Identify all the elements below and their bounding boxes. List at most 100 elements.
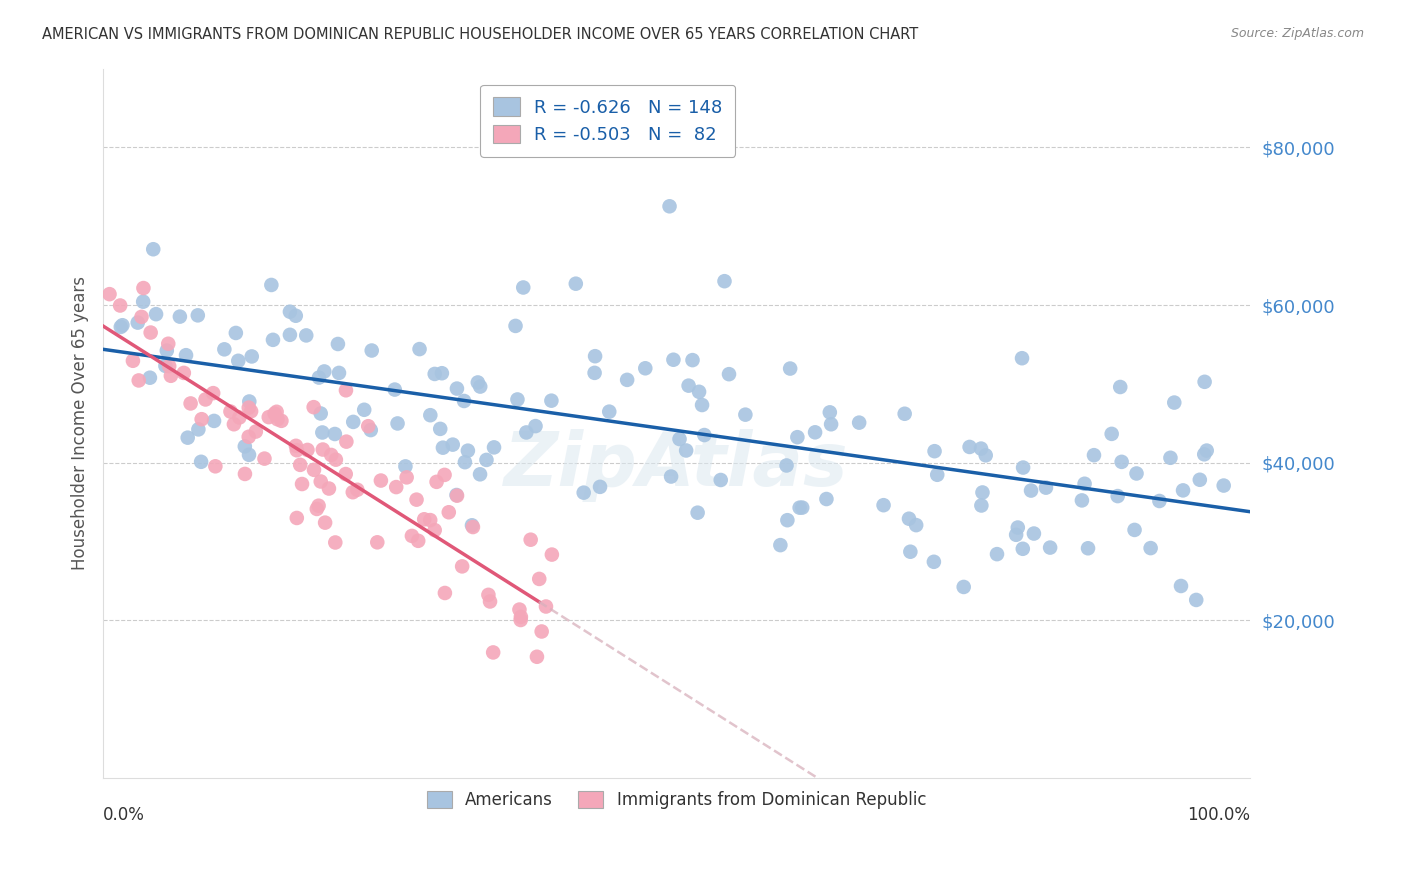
- Point: [1170, 579, 1192, 593]
- Point: [202, 414, 225, 428]
- Point: [155, 359, 177, 373]
- Point: [927, 467, 949, 482]
- Point: [668, 432, 690, 446]
- Point: [1012, 460, 1035, 475]
- Point: [959, 440, 981, 454]
- Point: [693, 428, 716, 442]
- Point: [1171, 483, 1194, 498]
- Point: [713, 274, 735, 288]
- Point: [342, 485, 364, 500]
- Point: [1159, 450, 1181, 465]
- Point: [437, 505, 460, 519]
- Point: [818, 405, 841, 419]
- Point: [524, 419, 547, 434]
- Point: [583, 366, 606, 380]
- Point: [266, 412, 288, 426]
- Point: [1188, 473, 1211, 487]
- Point: [804, 425, 827, 440]
- Point: [1077, 541, 1099, 556]
- Point: [1007, 520, 1029, 534]
- Point: [108, 298, 131, 312]
- Point: [308, 370, 330, 384]
- Point: [769, 538, 792, 552]
- Point: [408, 342, 430, 356]
- Point: [187, 309, 209, 323]
- Point: [314, 364, 336, 378]
- Point: [142, 242, 165, 256]
- Point: [290, 458, 312, 472]
- Point: [139, 326, 162, 340]
- Point: [314, 516, 336, 530]
- Point: [291, 477, 314, 491]
- Point: [285, 511, 308, 525]
- Point: [132, 294, 155, 309]
- Point: [512, 280, 534, 294]
- Point: [122, 353, 145, 368]
- Point: [318, 482, 340, 496]
- Point: [1139, 541, 1161, 555]
- Point: [323, 535, 346, 549]
- Point: [157, 336, 180, 351]
- Point: [285, 443, 308, 458]
- Point: [157, 359, 180, 373]
- Point: [240, 404, 263, 418]
- Point: [160, 368, 183, 383]
- Point: [177, 431, 200, 445]
- Point: [433, 467, 456, 482]
- Point: [789, 500, 811, 515]
- Point: [245, 425, 267, 439]
- Point: [228, 410, 250, 425]
- Point: [98, 287, 121, 301]
- Point: [1125, 467, 1147, 481]
- Point: [441, 437, 464, 451]
- Point: [190, 455, 212, 469]
- Point: [508, 602, 530, 616]
- Point: [598, 404, 620, 418]
- Point: [1194, 447, 1216, 461]
- Point: [406, 533, 429, 548]
- Point: [278, 327, 301, 342]
- Legend: Americans, Immigrants from Dominican Republic: Americans, Immigrants from Dominican Rep…: [418, 781, 936, 820]
- Point: [470, 379, 492, 393]
- Point: [658, 199, 681, 213]
- Point: [1111, 455, 1133, 469]
- Point: [253, 451, 276, 466]
- Point: [540, 393, 562, 408]
- Point: [387, 417, 409, 431]
- Point: [353, 402, 375, 417]
- Point: [952, 580, 974, 594]
- Point: [312, 442, 335, 457]
- Point: [583, 349, 606, 363]
- Point: [426, 475, 449, 489]
- Point: [477, 588, 499, 602]
- Point: [225, 326, 247, 340]
- Point: [302, 463, 325, 477]
- Point: [284, 309, 307, 323]
- Point: [219, 404, 242, 418]
- Point: [360, 343, 382, 358]
- Point: [335, 434, 357, 449]
- Point: [974, 448, 997, 462]
- Point: [468, 467, 491, 482]
- Point: [1011, 351, 1033, 366]
- Point: [139, 370, 162, 384]
- Point: [335, 384, 357, 398]
- Point: [505, 318, 527, 333]
- Point: [776, 513, 799, 527]
- Point: [401, 529, 423, 543]
- Point: [924, 444, 946, 458]
- Point: [541, 548, 564, 562]
- Point: [1101, 426, 1123, 441]
- Point: [233, 467, 256, 481]
- Point: [1185, 593, 1208, 607]
- Point: [190, 412, 212, 426]
- Point: [238, 430, 260, 444]
- Text: ZipAtlas: ZipAtlas: [505, 429, 849, 502]
- Point: [848, 416, 870, 430]
- Point: [905, 518, 928, 533]
- Point: [309, 407, 332, 421]
- Point: [446, 382, 468, 396]
- Y-axis label: Householder Income Over 65 years: Householder Income Over 65 years: [72, 277, 89, 570]
- Point: [1107, 489, 1129, 503]
- Point: [145, 307, 167, 321]
